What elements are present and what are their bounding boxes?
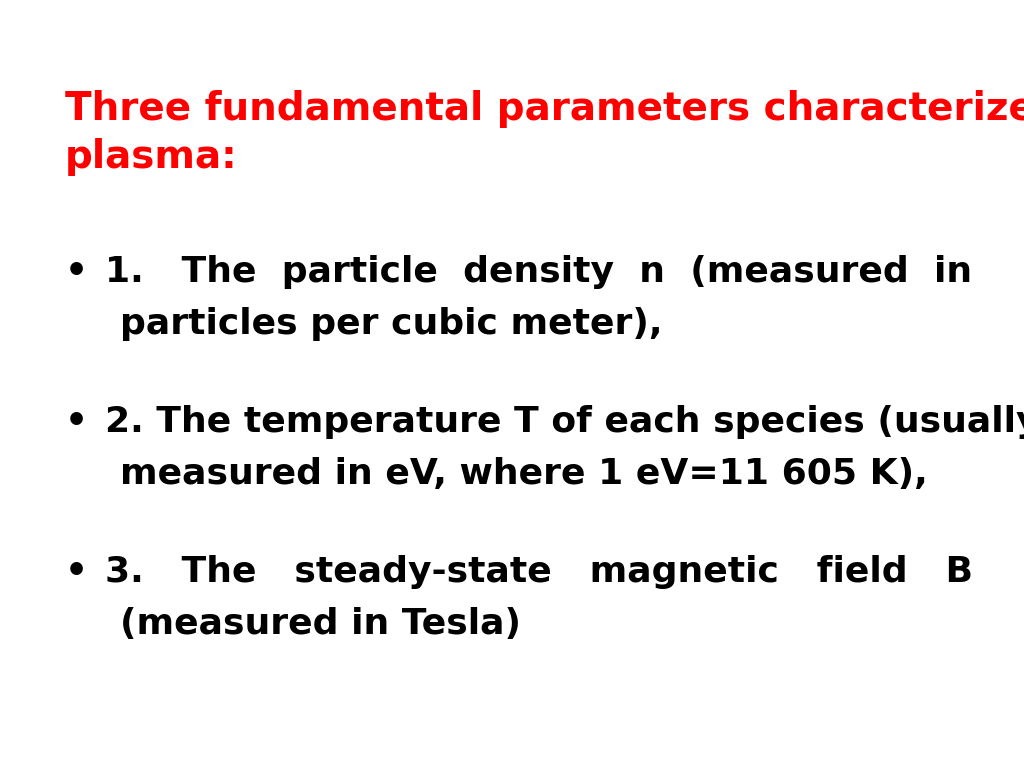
Text: •: • [65,405,88,439]
Text: particles per cubic meter),: particles per cubic meter), [120,307,663,341]
Text: plasma:: plasma: [65,138,238,176]
Text: •: • [65,555,88,589]
Text: 3.   The   steady-state   magnetic   field   B: 3. The steady-state magnetic field B [105,555,973,589]
Text: 2. The temperature T of each species (usually: 2. The temperature T of each species (us… [105,405,1024,439]
Text: •: • [65,255,88,289]
Text: Three fundamental parameters characterize: Three fundamental parameters characteriz… [65,90,1024,128]
Text: measured in eV, where 1 eV=11 605 K),: measured in eV, where 1 eV=11 605 K), [120,457,928,491]
Text: (measured in Tesla): (measured in Tesla) [120,607,521,641]
Text: 1.   The  particle  density  n  (measured  in: 1. The particle density n (measured in [105,255,972,289]
